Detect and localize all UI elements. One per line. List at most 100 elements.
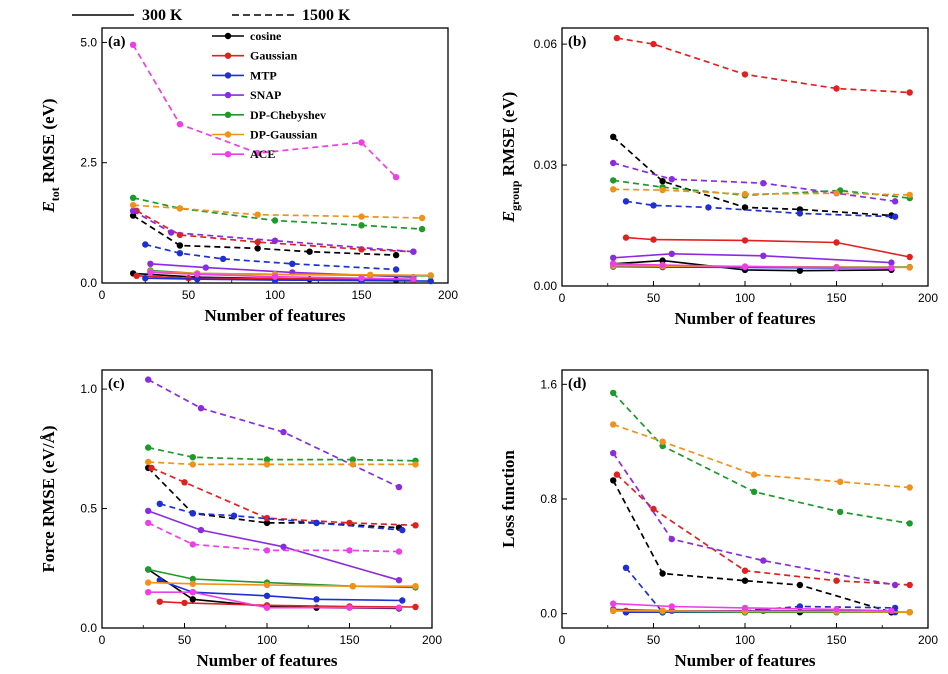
x-tick-label: 150	[339, 633, 359, 647]
data-point	[254, 238, 261, 246]
data-point	[833, 239, 840, 246]
panel-0: 0 50 100 150 200 0.0 2.5 5.0 Number of features E…	[39, 27, 458, 325]
data-point	[418, 214, 426, 222]
legend-label: MTP	[250, 68, 277, 82]
data-point	[906, 609, 913, 616]
data-point	[395, 577, 403, 584]
data-point	[358, 222, 365, 229]
series-cosine-dashed	[145, 464, 403, 531]
data-point	[412, 522, 419, 529]
series-dp-gaussian-dashed	[145, 458, 419, 468]
series-dp-chebyshev-dashed	[129, 194, 426, 233]
data-point	[263, 461, 271, 468]
data-point	[189, 461, 196, 468]
data-point	[610, 133, 617, 140]
y-tick-label: 2.5	[80, 156, 97, 170]
data-point	[147, 269, 154, 276]
x-tick-label: 150	[826, 633, 846, 647]
x-axis-title: Number of features	[674, 309, 815, 328]
plot-frame	[561, 27, 929, 287]
series-line	[132, 210, 414, 253]
y-tick-label: 0.0	[80, 621, 97, 635]
data-point	[659, 257, 666, 264]
data-point	[741, 604, 749, 612]
series-mtp-dashed	[156, 500, 406, 534]
data-point	[358, 213, 365, 220]
data-point	[189, 596, 196, 603]
y-axis-title-rest: RMSE (eV)	[39, 98, 58, 187]
data-point	[659, 261, 666, 269]
series-dp-gaussian-solid	[145, 579, 419, 590]
data-point	[659, 178, 666, 185]
x-tick-label: 0	[99, 288, 106, 302]
data-point	[313, 596, 320, 603]
data-point	[230, 512, 238, 519]
data-point	[833, 606, 840, 613]
data-point	[650, 505, 657, 513]
data-point	[263, 456, 271, 463]
x-tick-label: 150	[826, 291, 846, 305]
data-point	[659, 186, 666, 194]
data-point	[418, 225, 426, 233]
series-line	[613, 252, 892, 264]
data-point	[610, 389, 617, 397]
series-line	[132, 196, 423, 230]
data-point	[395, 548, 403, 555]
series-cosine-dashed	[129, 212, 400, 259]
legend-label: cosine	[250, 29, 282, 43]
data-point	[760, 252, 767, 259]
series-gaussian-dashed	[148, 464, 419, 529]
data-point	[263, 604, 271, 611]
data-point	[194, 271, 201, 278]
y-tick-label: 5.0	[80, 35, 97, 49]
panel-2: 0 50 100 150 200 0.0 0.5 1.0 Number of features F…	[39, 369, 442, 670]
data-point	[399, 597, 406, 604]
data-point	[622, 564, 630, 571]
legend-entry-gaussian: Gaussian	[212, 49, 298, 63]
x-tick-label: 50	[178, 633, 192, 647]
data-point	[741, 237, 749, 244]
data-point	[668, 603, 675, 610]
legend-label: Gaussian	[250, 49, 298, 63]
series-line	[148, 446, 416, 462]
data-point	[142, 275, 149, 282]
y-tick-label: 1.6	[540, 377, 557, 391]
data-point	[837, 478, 844, 485]
data-point	[202, 264, 209, 271]
x-tick-label: 200	[918, 633, 938, 647]
data-point	[219, 255, 227, 263]
data-point	[145, 458, 152, 466]
data-point	[888, 607, 895, 614]
series-gaussian-solid	[622, 234, 913, 261]
data-point	[129, 207, 137, 214]
x-tick-label: 200	[422, 633, 442, 647]
data-point	[254, 211, 261, 218]
data-point	[610, 159, 617, 167]
data-point	[412, 603, 419, 611]
data-point	[610, 449, 617, 457]
data-point	[129, 212, 137, 219]
data-point	[289, 260, 296, 267]
data-point	[610, 254, 617, 261]
data-point	[129, 201, 137, 209]
series-line	[151, 467, 416, 527]
series-line	[147, 510, 400, 581]
data-point	[145, 579, 152, 586]
data-point	[346, 519, 353, 527]
data-point	[181, 599, 188, 607]
legend-label: SNAP	[250, 88, 281, 102]
data-point	[156, 598, 163, 605]
plot-frame	[561, 369, 929, 629]
panel-3: 0 50 100 150 200 0.0 0.8 1.6 Number of features L…	[499, 369, 938, 670]
data-point	[760, 557, 767, 564]
data-point	[906, 264, 913, 271]
data-point	[349, 461, 356, 468]
series-ace-solid	[145, 589, 403, 611]
data-point	[668, 176, 675, 183]
data-point	[271, 217, 279, 224]
data-point	[906, 581, 913, 589]
data-point	[280, 543, 287, 550]
data-point	[142, 241, 149, 248]
legend-marker	[224, 151, 232, 158]
series-gaussian-dashed	[613, 34, 913, 96]
